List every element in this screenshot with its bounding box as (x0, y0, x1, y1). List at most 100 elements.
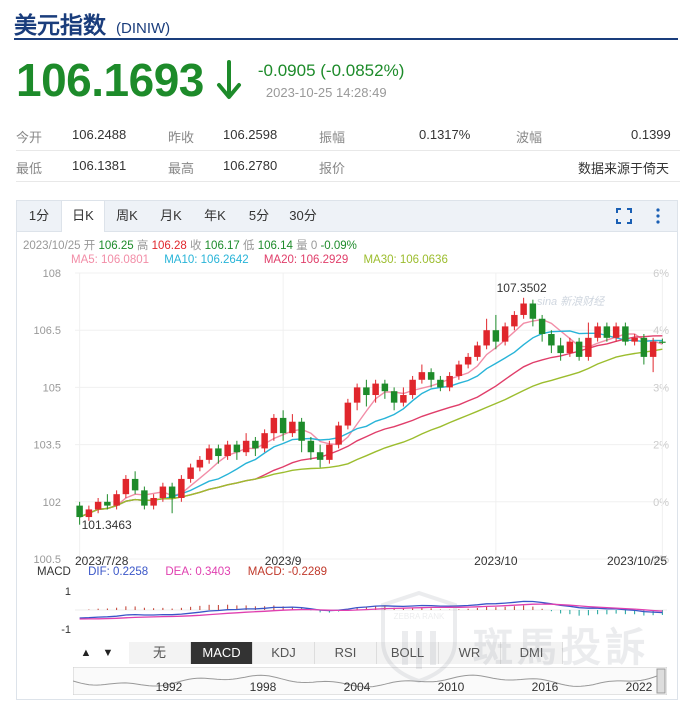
candle-body (298, 421, 305, 441)
candle (372, 379, 379, 403)
candle (141, 486, 148, 510)
y-tick-label: 106.5 (33, 325, 61, 337)
indicator-macd[interactable]: MACD (191, 642, 253, 664)
candle (659, 338, 666, 344)
candle (150, 494, 157, 510)
candle (205, 444, 213, 464)
candle-body (94, 501, 102, 510)
stats-row: 最低 106.1381 最高 106.2780 报价 数据来源于倚天 (16, 151, 680, 182)
candle-body (159, 486, 167, 498)
candle (131, 471, 139, 495)
zebra-rank-text: ZEBRA RANK (394, 612, 445, 621)
info-change: -0.09% (320, 240, 357, 252)
candle (446, 372, 453, 392)
scroll-down-button[interactable]: ▼ (102, 647, 114, 659)
candle-body (150, 497, 157, 506)
ma10-line (79, 330, 663, 518)
candle-body (122, 478, 130, 495)
pct-tick-label: 4% (653, 325, 669, 337)
prev-close-value: 106.2598 (223, 127, 278, 142)
info-low: 106.14 (257, 240, 293, 252)
indicator-none[interactable]: 无 (129, 642, 191, 664)
macd-value: MACD: -0.2289 (247, 566, 328, 578)
chart-panel: 1分 日K 周K 月K 年K 5分 30分 2023/10/25 开 106.2… (16, 200, 678, 700)
candle (418, 364, 426, 384)
indicator-wr[interactable]: WR (439, 642, 501, 664)
quote-row: 106.1693 -0.0905 (-0.0852%) 2023-10-25 1… (16, 48, 404, 112)
candle (520, 297, 527, 319)
macd-chart[interactable]: 1 -1 (17, 581, 677, 639)
dif-line (79, 600, 663, 619)
candle (252, 436, 259, 457)
low-label: 最低 (16, 161, 43, 176)
current-price: 106.1693 (16, 54, 204, 106)
x-tick-label: 2023/9 (265, 554, 302, 567)
macd-tick-label: -1 (61, 624, 71, 636)
candle-body (316, 452, 324, 460)
y-tick-label: 108 (43, 268, 61, 280)
candle (353, 383, 361, 411)
candle (501, 322, 509, 346)
candle-body (622, 326, 629, 342)
dea-line (79, 603, 663, 620)
candle (640, 334, 648, 365)
candle-body (141, 490, 148, 506)
open-label: 今开 (16, 130, 43, 145)
indicator-kdj[interactable]: KDJ (253, 642, 315, 664)
candle-body (649, 341, 657, 357)
candle-body (326, 444, 333, 460)
candle (474, 341, 481, 361)
candle-body (242, 440, 250, 453)
indicator-dmi[interactable]: DMI (501, 642, 563, 664)
candle-body (390, 391, 398, 403)
ma30-legend: MA30: 106.0636 (363, 254, 448, 266)
tab-weekly[interactable]: 周K (116, 208, 138, 223)
candle-body (594, 326, 601, 338)
candle (104, 494, 111, 510)
candle (400, 387, 407, 407)
tab-1min[interactable]: 1分 (28, 208, 50, 223)
candle-body (113, 494, 120, 506)
tab-30min[interactable]: 30分 (289, 208, 317, 223)
pct-tick-label: 2% (653, 440, 669, 452)
title-row: 美元指数 (DINIW) (14, 6, 170, 39)
candle (307, 436, 315, 460)
info-high-label: 高 (136, 240, 149, 252)
candle (603, 322, 611, 342)
y-tick-label: 102 (43, 497, 61, 509)
tab-5min[interactable]: 5分 (248, 208, 270, 223)
wave-value: 0.1399 (631, 127, 671, 142)
fullscreen-icon[interactable] (615, 207, 633, 225)
candle-body (446, 375, 453, 388)
candle (85, 505, 93, 521)
pct-tick-label: -2% (649, 554, 669, 566)
tab-yearly[interactable]: 年K (204, 208, 226, 223)
indicator-rsi[interactable]: RSI (315, 642, 377, 664)
pct-tick-label: 0% (653, 497, 669, 509)
ma-legend: MA5: 106.0801 MA10: 106.2642 MA20: 106.2… (71, 254, 460, 266)
candle-body (76, 505, 83, 518)
candle-body (566, 341, 574, 354)
candle-body (427, 372, 435, 380)
time-navigator[interactable]: 1992 1998 2004 2010 2016 2022 (73, 667, 667, 695)
quote-timestamp: 2023-10-25 14:28:49 (265, 84, 387, 100)
tab-monthly[interactable]: 月K (160, 208, 182, 223)
candlestick-chart[interactable]: 108 6% 106.5 4% 105 3% 103.5 2% 102 0% 100.5 -2% 107… (17, 267, 677, 567)
candle-body (557, 345, 564, 354)
scroll-up-button[interactable]: ▲ (80, 647, 92, 659)
candle-body (372, 383, 379, 396)
more-menu-icon[interactable] (649, 207, 667, 225)
candle-body (483, 330, 490, 346)
navigator-year-label: 2010 (438, 680, 465, 694)
candle-body (353, 387, 361, 403)
candle-body (344, 402, 352, 426)
candle-body (224, 444, 231, 457)
tab-daily[interactable]: 日K (61, 201, 105, 232)
candle (178, 475, 185, 502)
arrow-down-icon (216, 60, 241, 99)
info-high: 106.28 (151, 240, 187, 252)
x-tick-label: 2023/10 (474, 554, 518, 567)
candle-body (418, 372, 426, 380)
info-open: 106.25 (98, 240, 134, 252)
indicator-boll[interactable]: BOLL (377, 642, 439, 664)
